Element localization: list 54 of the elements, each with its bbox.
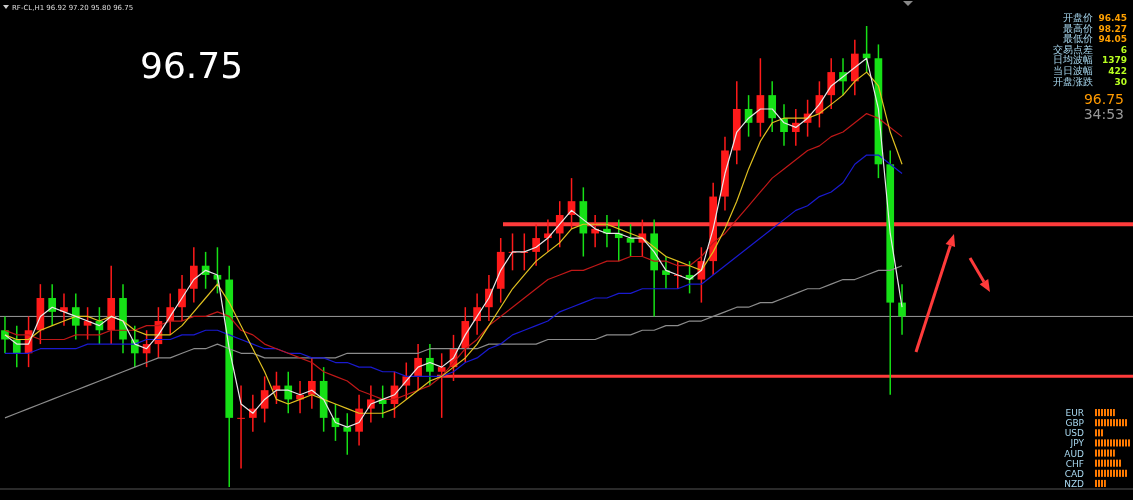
text: 96.45 [1098, 13, 1127, 23]
candlestick [532, 223, 540, 267]
text: 6 [1120, 44, 1127, 55]
candlestick [237, 384, 245, 470]
text: 交易点差 [1053, 43, 1093, 55]
y-tick-label: AUD [1064, 448, 1085, 459]
y-tick-label: EUR [1065, 408, 1084, 419]
candlestick [473, 292, 481, 336]
bar [1094, 419, 1128, 427]
text: 日均波幅 [1053, 54, 1093, 66]
candlestick [414, 343, 422, 391]
text: 1379 [1101, 55, 1127, 66]
candlestick [898, 283, 906, 336]
candlestick [343, 412, 352, 456]
candlestick [308, 357, 316, 410]
y-tick-label: NZD [1064, 478, 1085, 489]
bar [1094, 459, 1121, 467]
text: 34:53 [1083, 106, 1124, 122]
candlestick [355, 394, 363, 447]
candlestick [48, 283, 57, 327]
y-tick-label: CAD [1064, 468, 1085, 479]
candlestick [544, 218, 552, 253]
bar [1094, 439, 1130, 447]
text: 422 [1108, 66, 1127, 76]
bar [1094, 449, 1115, 457]
bar [1094, 429, 1103, 437]
text: 94.05 [1098, 34, 1127, 45]
candlestick [60, 292, 68, 327]
text: 30 [1114, 76, 1127, 87]
candlestick [827, 57, 836, 110]
bar [1094, 479, 1106, 487]
annotation: 96.75 [140, 45, 244, 86]
text: 最高价 [1063, 22, 1093, 34]
candlestick [662, 255, 670, 290]
text: 开盘涨跌 [1053, 75, 1093, 87]
bar [1094, 409, 1115, 417]
text: 当日波幅 [1053, 65, 1093, 76]
text: 开盘价 [1063, 12, 1093, 23]
text: 98.27 [1098, 23, 1127, 34]
text: 最低价 [1063, 33, 1093, 45]
candlestick [189, 246, 198, 304]
y-tick-label: GBP [1065, 418, 1085, 429]
y-tick-label: JPY [1069, 438, 1085, 449]
text: 96.75 [1083, 91, 1124, 107]
candlestick [768, 80, 777, 133]
candlestick [71, 292, 80, 341]
candlestick [437, 352, 446, 419]
y-tick-label: USD [1064, 428, 1085, 439]
candlestick [426, 343, 434, 387]
y-tick-label: CHF [1065, 458, 1084, 469]
candlestick [284, 371, 293, 414]
candlestick [555, 200, 564, 249]
bar [1094, 469, 1128, 477]
candlestick [367, 384, 375, 424]
